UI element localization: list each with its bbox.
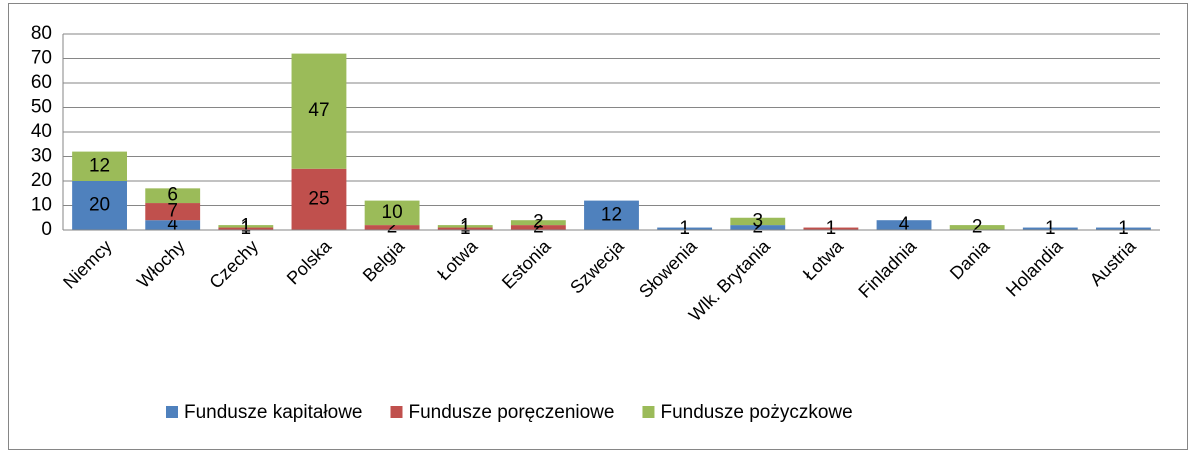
data-label: 20: [89, 195, 110, 216]
bar-segment: [218, 227, 274, 230]
data-label: 7: [167, 201, 178, 222]
y-tick-label: 70: [31, 48, 52, 69]
bar-segment: [1096, 227, 1151, 230]
bar-segment: [949, 225, 1005, 230]
data-label: 3: [752, 210, 763, 231]
data-label: 25: [308, 188, 329, 209]
legend-swatch: [166, 406, 178, 418]
data-label: 1: [241, 215, 252, 236]
bar-segment: [510, 220, 566, 226]
data-label: 12: [601, 204, 622, 225]
data-label: 2: [533, 217, 544, 238]
y-tick-label: 10: [31, 195, 52, 216]
bar-segment: [291, 168, 347, 230]
legend-label: Fundusze kapitałowe: [184, 402, 363, 423]
bar-segment: [145, 203, 201, 221]
y-tick-label: 20: [31, 170, 52, 191]
bar-segment: [510, 225, 566, 230]
data-label: 47: [308, 100, 329, 121]
bar-segment: [1022, 227, 1078, 230]
data-label: 1: [679, 218, 690, 239]
bar-segment: [364, 200, 420, 226]
y-tick-label: 50: [31, 97, 52, 118]
legend-swatch: [642, 406, 655, 418]
bar-segment: [730, 225, 786, 230]
data-label: 1: [826, 218, 837, 239]
legend-swatch: [390, 406, 403, 418]
bar-segment: [437, 225, 493, 228]
data-label: 2: [533, 212, 544, 233]
y-tick-label: 30: [31, 146, 52, 167]
bar-segment: [437, 227, 493, 230]
data-label: 2: [752, 217, 763, 238]
data-label: 2: [972, 217, 983, 238]
bar-segment: [657, 227, 713, 230]
data-label: 4: [899, 214, 910, 235]
data-label: 12: [89, 155, 110, 176]
data-label: 1: [460, 215, 471, 236]
bar-segment: [72, 151, 127, 181]
data-label: 1: [1045, 218, 1056, 239]
bar-segment: [291, 53, 347, 169]
y-tick-label: 80: [31, 23, 52, 44]
y-tick-label: 60: [31, 72, 52, 93]
data-label: 1: [460, 218, 471, 239]
bar-segment: [364, 225, 420, 230]
data-label: 6: [167, 185, 178, 206]
bar-segment: [584, 200, 639, 230]
data-label: 1: [1118, 218, 1129, 239]
legend-label: Fundusze poręczeniowe: [409, 402, 615, 423]
bar-segment: [72, 181, 127, 230]
bar-segment: [803, 227, 859, 230]
legend-label: Fundusze pożyczkowe: [660, 402, 852, 423]
data-label: 10: [382, 202, 403, 223]
bar-segment: [145, 220, 201, 230]
data-label: 2: [387, 217, 398, 238]
bar-segment: [218, 225, 274, 228]
bar-segment: [876, 220, 932, 230]
data-label: 1: [241, 218, 252, 239]
data-label: 4: [167, 214, 178, 235]
y-tick-label: 40: [31, 121, 52, 142]
bar-segment: [145, 188, 201, 204]
y-tick-label: 0: [41, 219, 52, 240]
bar-segment: [730, 217, 786, 226]
